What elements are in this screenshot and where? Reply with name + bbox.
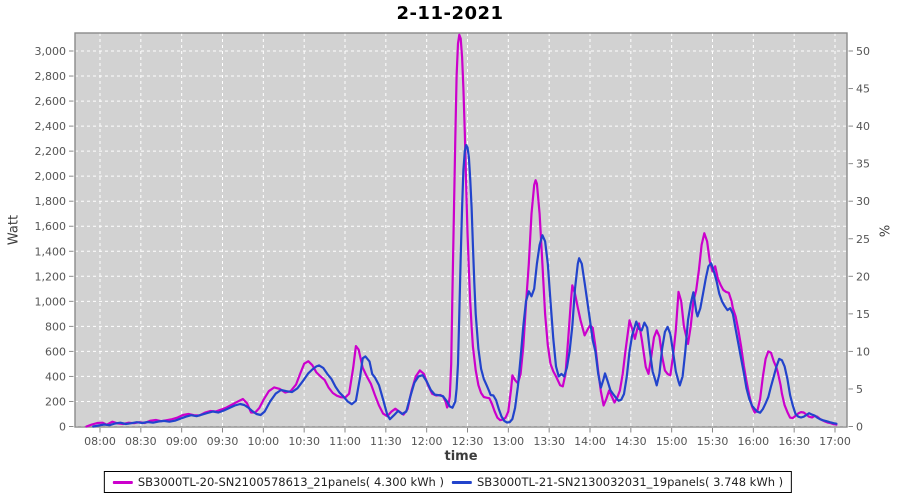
left-tick-label: 800 <box>45 320 66 333</box>
plot-border <box>74 32 848 428</box>
bottom-tick-label: 08:30 <box>125 435 157 448</box>
legend-label-inverter-21: SB3000TL-21-SN2130032031_19panels( 3.748… <box>477 475 784 489</box>
bottom-tick-label: 13:00 <box>492 435 524 448</box>
right-tick-label: 0 <box>856 421 863 434</box>
chart-title: 2-11-2021 <box>396 3 504 24</box>
right-tick-label: 10 <box>856 345 870 358</box>
bottom-tick-label: 16:30 <box>778 435 810 448</box>
right-tick-label: 25 <box>856 233 870 246</box>
bottom-tick-label: 12:30 <box>452 435 484 448</box>
bottom-tick-label: 09:00 <box>166 435 198 448</box>
left-tick-label: 2,800 <box>35 70 67 83</box>
left-tick-label: 1,600 <box>35 220 67 233</box>
legend-item-inverter-20: SB3000TL-20-SN2100578613_21panels( 4.300… <box>112 475 444 489</box>
bottom-tick-label: 14:00 <box>574 435 606 448</box>
left-tick-label: 2,200 <box>35 145 67 158</box>
legend-item-inverter-21: SB3000TL-21-SN2130032031_19panels( 3.748… <box>452 475 783 489</box>
right-tick-label: 30 <box>856 195 870 208</box>
right-tick-label: 45 <box>856 83 870 96</box>
right-tick-label: 15 <box>856 308 870 321</box>
right-tick-label: 20 <box>856 270 870 283</box>
bottom-tick-label: 09:30 <box>207 435 239 448</box>
bottom-tick-label: 15:00 <box>656 435 688 448</box>
legend-label-inverter-20: SB3000TL-20-SN2100578613_21panels( 4.300… <box>137 475 444 489</box>
left-tick-label: 1,400 <box>35 245 67 258</box>
bottom-tick-label: 08:00 <box>84 435 116 448</box>
left-tick-label: 600 <box>45 345 66 358</box>
left-tick-label: 400 <box>45 370 66 383</box>
bottom-tick-label: 12:00 <box>411 435 443 448</box>
bottom-tick-label: 16:00 <box>737 435 769 448</box>
y-axis-label-watt: Watt <box>6 214 22 246</box>
bottom-tick-label: 15:30 <box>697 435 729 448</box>
bottom-tick-label: 14:30 <box>615 435 647 448</box>
left-tick-label: 2,600 <box>35 95 67 108</box>
bottom-tick-label: 17:00 <box>819 435 851 448</box>
left-tick-label: 3,000 <box>35 45 67 58</box>
right-tick-label: 50 <box>856 45 870 58</box>
left-tick-label: 0 <box>59 421 66 434</box>
legend-line-magenta-icon <box>112 480 133 484</box>
y-axis-label-percent: % <box>878 224 894 238</box>
legend-line-blue-icon <box>452 480 472 484</box>
right-tick-label: 35 <box>856 158 870 171</box>
bottom-tick-label: 11:00 <box>329 435 361 448</box>
bottom-tick-label: 10:00 <box>247 435 279 448</box>
left-tick-label: 200 <box>45 395 66 408</box>
left-tick-label: 2,000 <box>35 170 67 183</box>
x-axis-label-time: time <box>444 449 478 464</box>
series-line-1 <box>92 144 838 428</box>
right-tick-label: 5 <box>856 383 863 396</box>
left-tick-label: 1,200 <box>35 270 67 283</box>
left-tick-label: 1,000 <box>35 295 67 308</box>
left-tick-label: 1,800 <box>35 195 67 208</box>
right-tick-label: 40 <box>856 120 870 133</box>
left-tick-label: 2,400 <box>35 120 67 133</box>
bottom-tick-label: 10:30 <box>288 435 320 448</box>
bottom-tick-label: 11:30 <box>370 435 402 448</box>
bottom-tick-label: 13:30 <box>533 435 565 448</box>
legend: SB3000TL-20-SN2100578613_21panels( 4.300… <box>103 471 793 493</box>
